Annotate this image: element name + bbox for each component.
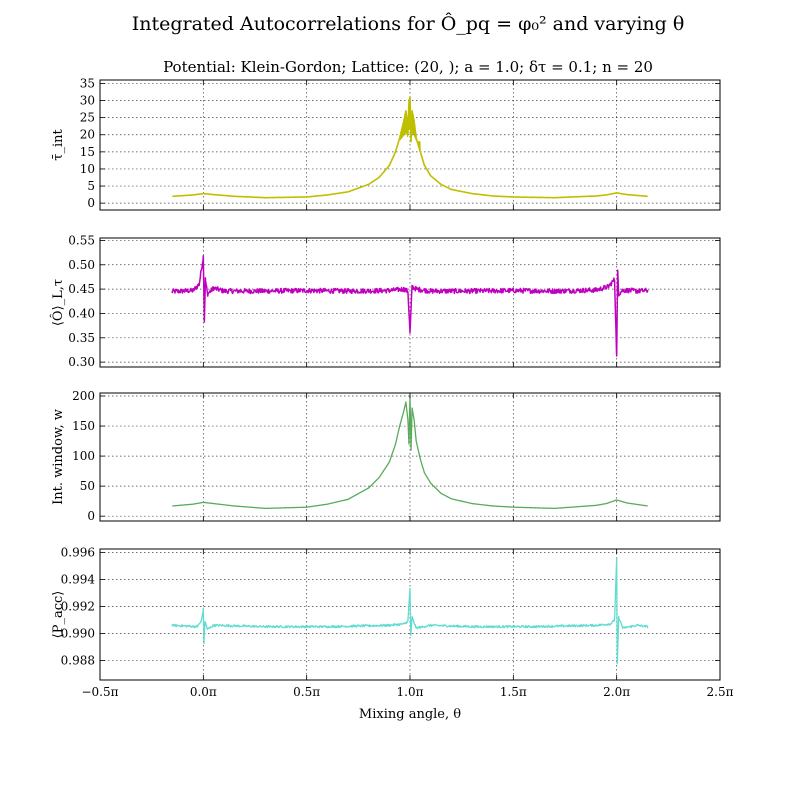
y-tick-label: 30 bbox=[80, 94, 95, 108]
y-tick-label: 0.996 bbox=[61, 545, 95, 559]
x-tick-label: 1.5π bbox=[500, 685, 527, 699]
y-tick-label: 0 bbox=[87, 509, 95, 523]
y-tick-label: 0 bbox=[87, 196, 95, 210]
panel-4: 0.988 0.990 0.992 0.994 0.996 ⟨P_acc⟩ −0.5π 0.0… bbox=[51, 545, 734, 722]
y-tick-label: 5 bbox=[87, 179, 95, 193]
y-tick-label: 0.55 bbox=[68, 233, 95, 247]
y-tick-label: 0.988 bbox=[61, 653, 95, 667]
series-line-1 bbox=[171, 557, 649, 665]
series-line-1 bbox=[171, 254, 649, 357]
y-tick-label: 10 bbox=[80, 162, 95, 176]
y-tick-label: 0.992 bbox=[61, 599, 95, 613]
y-tick-label: 20 bbox=[80, 128, 95, 142]
x-tick-label: 0.0π bbox=[190, 685, 217, 699]
y-tick-label: 200 bbox=[72, 389, 95, 403]
x-tick-label: −0.5π bbox=[81, 685, 118, 699]
y-tick-label: 0.30 bbox=[68, 355, 95, 369]
x-tick-label: 0.5π bbox=[293, 685, 320, 699]
y-axis-label: ⟨Ô⟩_L,τ bbox=[49, 279, 66, 326]
y-tick-label: 25 bbox=[80, 111, 95, 125]
y-tick-label: 0.40 bbox=[68, 306, 95, 320]
y-tick-label: 0.50 bbox=[68, 258, 95, 272]
y-tick-label: 15 bbox=[80, 145, 95, 159]
x-tick-label: 1.0π bbox=[397, 685, 424, 699]
y-axis-label: Int. window, w bbox=[51, 409, 66, 505]
y-tick-label: 100 bbox=[72, 449, 95, 463]
y-tick-label: 150 bbox=[72, 419, 95, 433]
panel-3: 0 50 100 150 200 Int. window, w bbox=[51, 389, 721, 523]
x-axis-label: Mixing angle, θ bbox=[359, 707, 461, 722]
y-tick-label: 0.35 bbox=[68, 331, 95, 345]
y-tick-label: 0.45 bbox=[68, 282, 95, 296]
y-tick-label: 0.990 bbox=[61, 626, 95, 640]
y-tick-label: 0.994 bbox=[61, 572, 96, 586]
y-axis-label: ⟨P_acc⟩ bbox=[51, 591, 66, 639]
y-tick-label: 50 bbox=[80, 479, 95, 493]
y-tick-label: 35 bbox=[80, 76, 95, 90]
figure-subtitle: Potential: Klein-Gordon; Lattice: (20, )… bbox=[163, 58, 653, 76]
panel-1: 0 5 10 15 20 25 30 35 τ̄_int bbox=[51, 76, 721, 211]
y-axis-label: τ̄_int bbox=[51, 129, 66, 161]
x-tick-label: 2.5π bbox=[707, 685, 734, 699]
series-line-1 bbox=[172, 395, 648, 510]
figure-title: Integrated Autocorrelations for Ô_pq = φ… bbox=[132, 12, 685, 35]
panel-2: 0.30 0.35 0.40 0.45 0.50 0.55 ⟨Ô⟩_L,τ bbox=[49, 233, 721, 369]
series-peak-band bbox=[399, 96, 421, 152]
x-tick-label: 2.0π bbox=[603, 685, 630, 699]
